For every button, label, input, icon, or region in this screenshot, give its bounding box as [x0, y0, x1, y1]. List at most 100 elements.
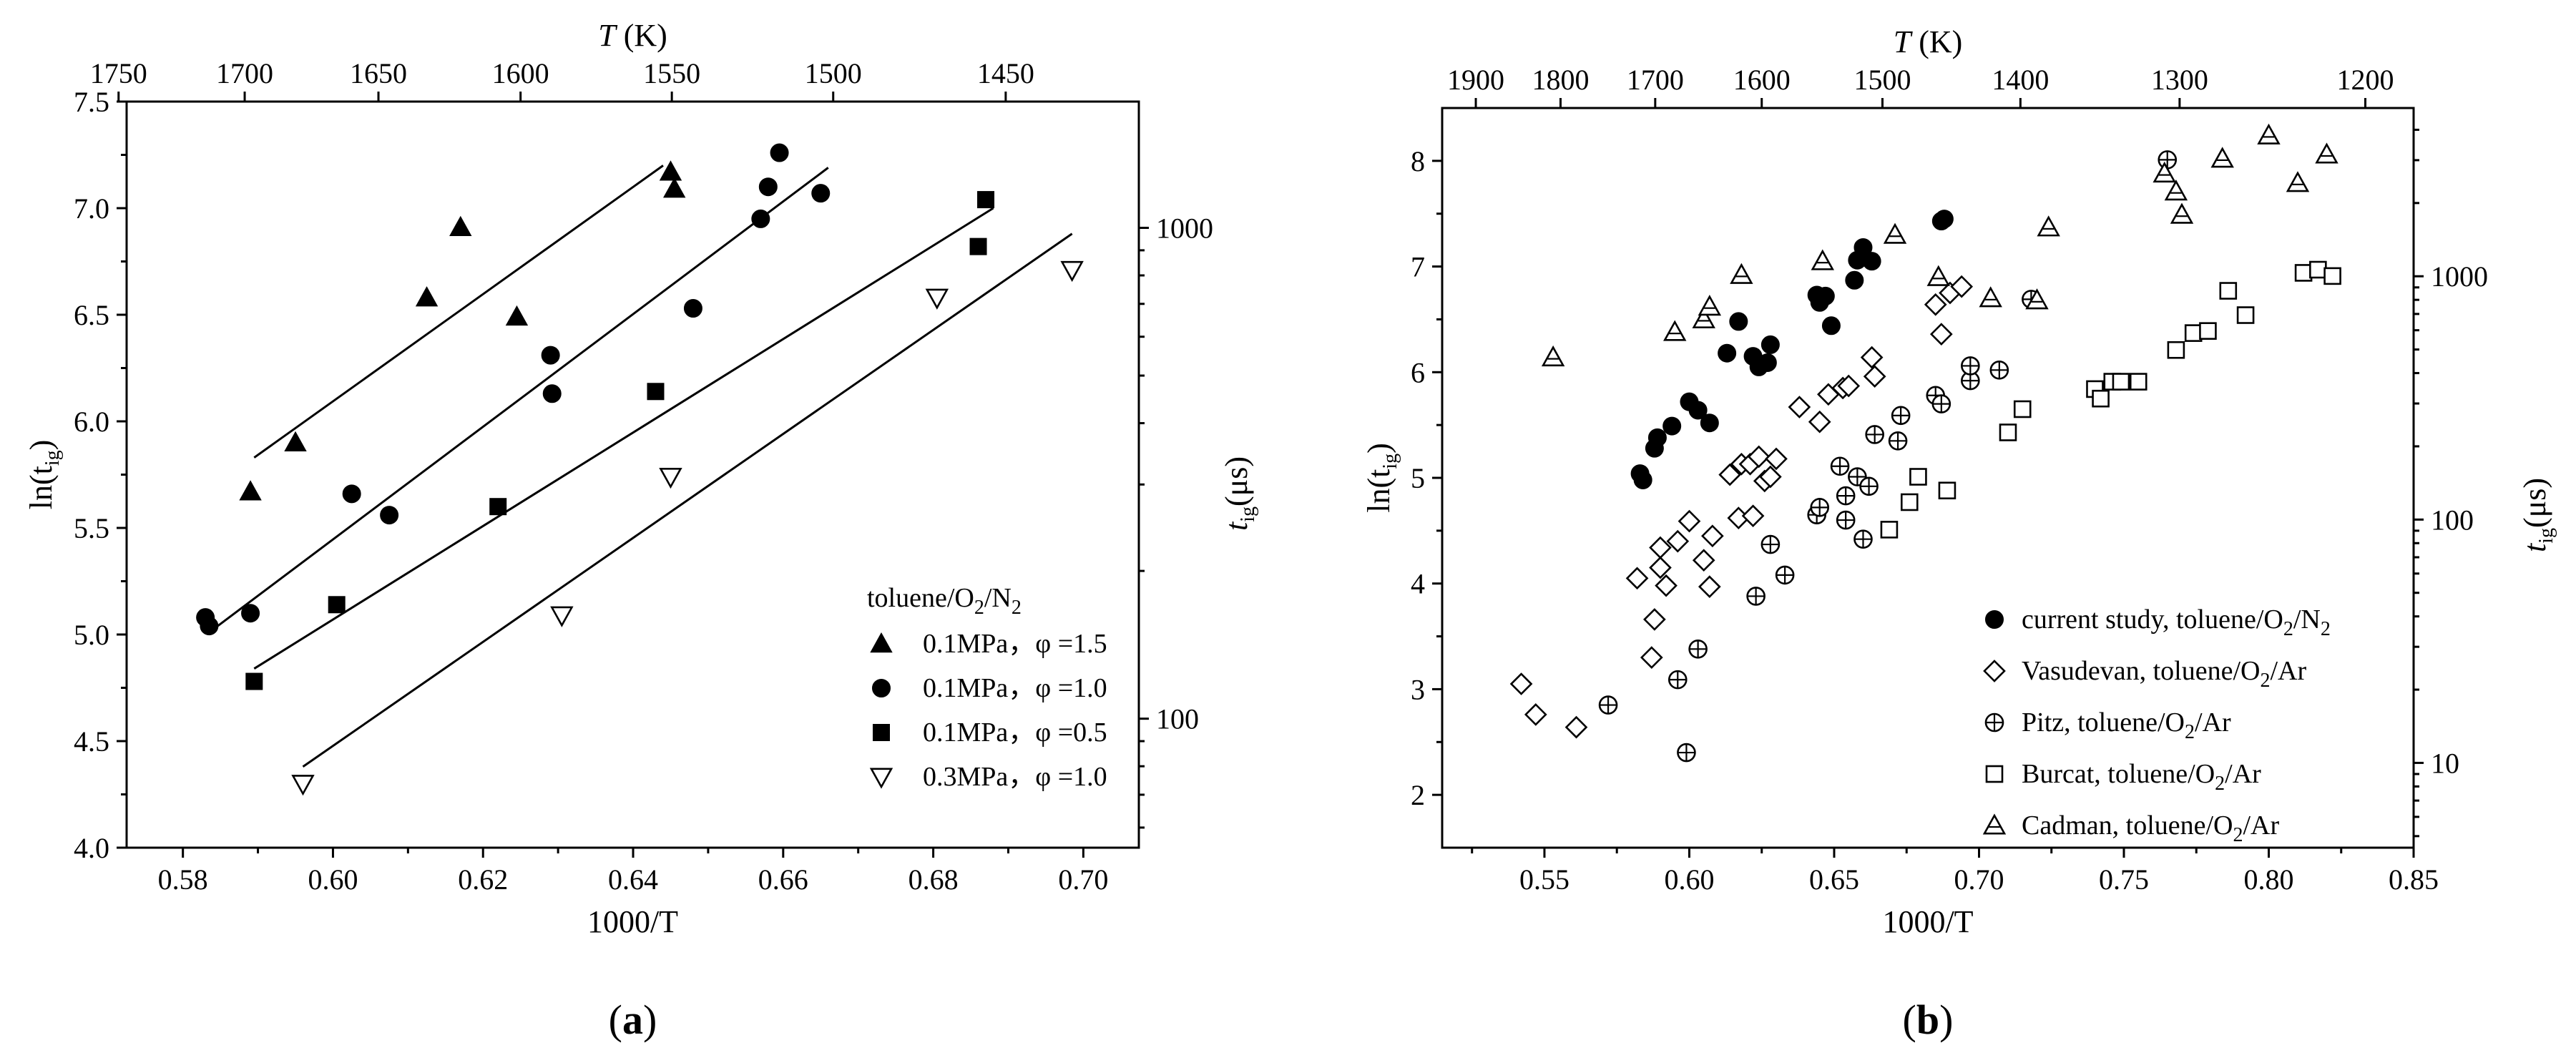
- right-axis-label-main: t: [1219, 521, 1254, 531]
- legend-label-part: /Ar: [2270, 656, 2306, 686]
- data-point: [2092, 389, 2110, 408]
- x-axis-label: 1000/T: [1882, 904, 1973, 939]
- x-tick-label: 0.60: [308, 863, 358, 896]
- legend-label: 0.1MPa，φ =0.5: [923, 717, 1107, 748]
- legend-label-part: 2: [2233, 824, 2243, 846]
- top-tick-label: 1700: [1627, 64, 1684, 96]
- panel-label-open: (: [1903, 996, 1916, 1043]
- legend-title-part: /N: [984, 583, 1012, 613]
- data-point: [1926, 265, 1950, 286]
- data-point: [1837, 374, 1861, 398]
- data-point: [2199, 322, 2217, 340]
- y-tick-label: 4.0: [74, 832, 109, 864]
- data-point: [1950, 275, 1974, 298]
- data-point: [1698, 575, 1721, 598]
- data-point: [328, 596, 346, 614]
- data-point: [1924, 293, 1947, 316]
- data-point: [1625, 567, 1649, 590]
- data-point: [1746, 587, 1766, 606]
- data-point: [541, 346, 560, 365]
- series-0-1mpa-1-5: [239, 160, 686, 501]
- x-tick-label: 0.55: [1519, 863, 1569, 896]
- top-tick-label: 1700: [216, 57, 273, 89]
- legend-marker: [1983, 660, 2006, 682]
- data-point: [1701, 524, 1724, 548]
- y-axis-label: ln(tig): [24, 440, 64, 510]
- data-point: [1633, 470, 1652, 489]
- data-point: [415, 286, 439, 307]
- data-point: [2170, 202, 2194, 224]
- series-0-3mpa-1-0: [291, 260, 1084, 796]
- top-axis-label-unit: (K): [1911, 24, 1962, 59]
- legend-title-part: 2: [974, 597, 984, 619]
- data-point: [1640, 646, 1663, 669]
- y-tick-label: 5.0: [74, 619, 109, 651]
- legend-title-part: 2: [1012, 597, 1022, 619]
- legend-marker: [873, 724, 890, 741]
- legend-label-part: 2: [2215, 773, 2225, 795]
- top-tick-label: 1650: [350, 57, 407, 89]
- data-point: [2112, 373, 2130, 391]
- x-tick-label: 0.70: [1058, 863, 1108, 896]
- y-tick-label: 7.5: [74, 86, 109, 118]
- data-point: [1961, 356, 1980, 376]
- data-point: [1060, 260, 1084, 283]
- legend-label-part: 2: [2283, 618, 2293, 640]
- legend-label: Burcat, toluene/O2/Ar: [2022, 759, 2261, 795]
- data-point: [1647, 428, 1667, 447]
- data-point: [550, 606, 574, 627]
- legend-label-part: Vasudevan, toluene/O: [2022, 656, 2260, 686]
- series-cadman: [1541, 123, 2339, 367]
- data-point: [1989, 361, 2009, 380]
- data-point: [2167, 341, 2185, 359]
- top-tick-label: 1550: [643, 57, 700, 89]
- x-tick-label: 0.64: [608, 863, 658, 896]
- top-tick-label: 1300: [2151, 64, 2208, 96]
- right-axis-label: tig(μs): [1219, 456, 1259, 531]
- data-point: [1718, 343, 1737, 363]
- top-axis-label-unit: (K): [616, 18, 667, 53]
- x-axis-label: 1000/T: [587, 904, 678, 939]
- data-point: [1765, 447, 1788, 471]
- legend-label-part: Pitz, toluene/O: [2022, 707, 2185, 738]
- legend-marker: [869, 768, 893, 789]
- right-axis-label-unit: (μs): [2517, 478, 2552, 528]
- data-point: [1788, 396, 1811, 418]
- top-axis-label: T (K): [1894, 24, 1963, 59]
- x-tick-label: 0.85: [2389, 863, 2439, 896]
- data-point: [1649, 556, 1672, 579]
- legend-label: 0.3MPa，φ =1.0: [923, 762, 1107, 792]
- top-tick-label: 1800: [1532, 64, 1589, 96]
- data-point: [2323, 267, 2341, 285]
- x-tick-label: 0.75: [2099, 863, 2149, 896]
- data-point: [751, 209, 770, 228]
- data-point: [1747, 445, 1771, 469]
- fit-line: [302, 232, 1073, 768]
- series-pitz: [1598, 150, 2178, 763]
- x-tick-label: 0.70: [1954, 863, 2004, 896]
- legend-marker: [1985, 610, 2004, 629]
- data-point: [1688, 401, 1708, 420]
- data-point: [1845, 270, 1864, 290]
- data-point: [1760, 335, 1780, 354]
- legend-label-part: 2: [2321, 618, 2331, 640]
- data-point: [489, 498, 507, 516]
- data-point: [1836, 486, 1856, 506]
- y-tick-label: 3: [1411, 673, 1425, 705]
- data-point: [1729, 312, 1748, 331]
- top-tick-label: 1500: [1853, 64, 1911, 96]
- data-point: [1862, 252, 1881, 271]
- panel-a-chart: 0.58 0.60 0.62 0.64 0.66 0.68 0.70 4.0 4.5 5.0 5.5…: [24, 18, 1259, 1043]
- panel-label-close: ): [643, 996, 657, 1043]
- data-point: [1677, 743, 1696, 763]
- data-point: [2257, 123, 2281, 145]
- legend-label-part: current study, toluene/O: [2022, 604, 2283, 635]
- data-point: [1758, 353, 1777, 372]
- legend-title: toluene/O2/N2: [867, 583, 1022, 619]
- data-point: [1759, 465, 1782, 489]
- data-point: [1821, 316, 1841, 335]
- top-tick-label: 1450: [977, 57, 1034, 89]
- series-burcat: [1880, 260, 2341, 539]
- x-tick-label: 0.80: [2243, 863, 2293, 896]
- data-point: [542, 384, 562, 403]
